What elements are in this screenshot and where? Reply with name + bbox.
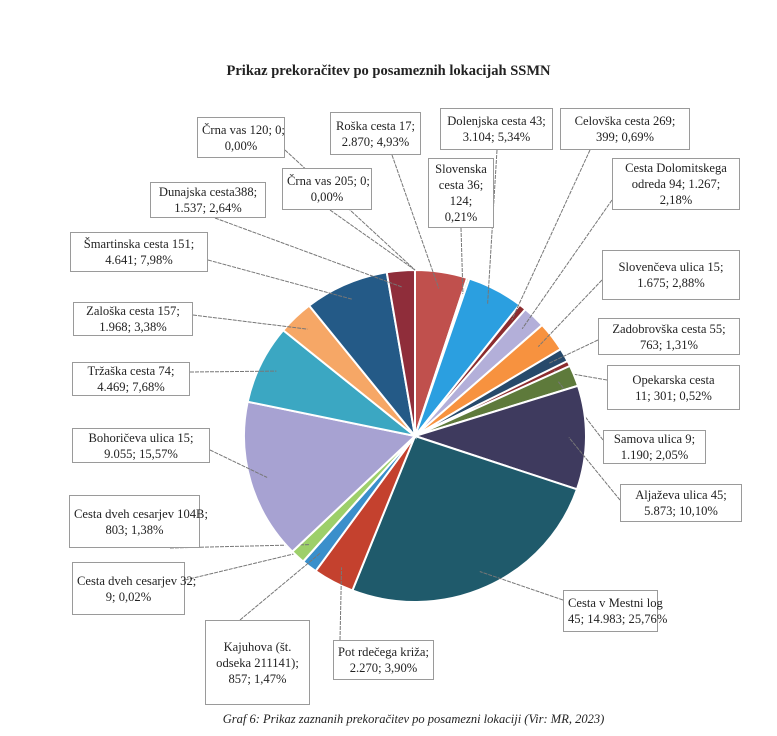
data-label-line: 5.873; 10,10% xyxy=(644,504,718,518)
leader-line xyxy=(549,339,599,364)
data-label-line: 1.675; 2,88% xyxy=(637,276,705,290)
data-label-line: 45; 14.983; 25,76% xyxy=(568,612,668,626)
data-label-line: 399; 0,69% xyxy=(595,130,655,144)
data-label-line: Celovška cesta 269; xyxy=(574,114,676,128)
leader-line xyxy=(284,149,416,271)
leader-line xyxy=(207,259,353,300)
data-label-line: 0,00% xyxy=(224,138,258,153)
leader-line xyxy=(568,437,621,501)
figure-caption: Graf 6: Prikaz zaznanih prekoračitev po … xyxy=(222,712,605,726)
data-label: Zaloška cesta 157; 1.968; 3,38% xyxy=(73,302,193,336)
data-label: Zadobrovška cesta 55; 763; 1,31% xyxy=(598,318,740,355)
data-label-line: 9; 0,02% xyxy=(105,589,152,604)
leader-line xyxy=(339,567,343,641)
data-label-line: Dunajska cesta388; xyxy=(158,185,258,199)
data-label-line: odreda 94; 1.267; xyxy=(631,177,721,191)
leader-line xyxy=(239,553,321,621)
data-label: Cesta dveh cesarjev 104B; 803; 1,38% xyxy=(69,495,208,548)
pie-slice xyxy=(243,400,418,553)
data-label: Tržaška cesta 74; 4.469; 7,68% xyxy=(72,362,190,396)
data-label-line: Cesta v Mestni log xyxy=(568,596,663,610)
data-label-line: Slovenska xyxy=(435,162,487,176)
leader-line xyxy=(521,199,613,330)
data-label: Celovška cesta 269; 399; 0,69% xyxy=(560,108,690,150)
data-label-line: 1.968; 3,38% xyxy=(99,320,167,334)
data-label: Opekarska cesta 11; 301; 0,52% xyxy=(607,365,740,410)
data-label-line: 11; 301; 0,52% xyxy=(635,388,712,403)
data-label-line: Slovenčeva ulica 15; xyxy=(618,260,724,274)
data-label-line: Dolenjska cesta 43; xyxy=(447,114,546,128)
data-label-line: Aljaževa ulica 45; xyxy=(635,488,727,502)
data-label: Kajuhova (št. odseka 211141); 857; 1,47% xyxy=(205,620,310,705)
leader-line xyxy=(391,154,440,289)
data-label-line: Kajuhova (št. xyxy=(223,639,292,654)
data-label-line: 3.104; 5,34% xyxy=(462,130,531,144)
data-label: Cesta dveh cesarjev 32; 9; 0,02% xyxy=(72,562,197,615)
data-label: Samova ulica 9; 1.190; 2,05% xyxy=(603,430,706,464)
leader-line xyxy=(479,571,564,601)
leader-line xyxy=(189,370,277,373)
pie-slice xyxy=(351,434,579,603)
data-label: Šmartinska cesta 151; 4.641; 7,98% xyxy=(70,232,208,272)
leader-line xyxy=(214,217,403,288)
data-label-line: Šmartinska cesta 151; xyxy=(83,237,195,251)
data-label: Cesta Dolomitskega odreda 94; 1.267; 2,18% xyxy=(612,158,740,210)
leader-line xyxy=(184,548,315,581)
data-label-line: 2.870; 4,93% xyxy=(341,134,410,149)
data-label: Roška cesta 17; 2.870; 4,93% xyxy=(330,112,421,155)
data-label-line: 4.469; 7,68% xyxy=(97,380,165,394)
data-label-line: Opekarska cesta xyxy=(632,372,715,387)
data-label-line: Cesta dveh cesarjev 32; xyxy=(77,573,197,588)
leader-line xyxy=(329,209,416,271)
data-label-line: Zadobrovška cesta 55; xyxy=(612,321,726,336)
data-label-line: Bohoričeva ulica 15; xyxy=(88,430,194,445)
data-label-line: Črna vas 120; 0; xyxy=(202,122,285,137)
data-label: Pot rdečega križa; 2.270; 3,90% xyxy=(333,640,434,680)
data-label-line: 2.270; 3,90% xyxy=(349,661,418,675)
leader-line xyxy=(537,279,603,347)
data-label-line: 2,18% xyxy=(659,193,693,207)
data-label-line: Roška cesta 17; xyxy=(335,118,416,133)
data-label-line: Samova ulica 9; xyxy=(613,432,696,446)
data-label-line: 0,00% xyxy=(310,190,344,204)
data-label: Črna vas 205; 0; 0,00% xyxy=(282,168,372,210)
pie-slice xyxy=(411,384,587,491)
data-label: Bohoričeva ulica 15; 9.055; 15,57% xyxy=(72,428,210,463)
leader-line xyxy=(460,227,464,295)
data-label-line: odseka 211141); xyxy=(216,655,299,670)
data-label: Dunajska cesta388; 1.537; 2,64% xyxy=(150,182,266,218)
data-label-line: 857; 1,47% xyxy=(228,671,287,686)
data-label: Črna vas 120; 0; 0,00% xyxy=(197,117,285,158)
data-label-line: 803; 1,38% xyxy=(105,522,164,537)
data-label-line: cesta 36; xyxy=(438,178,484,192)
data-label: Slovenčeva ulica 15; 1.675; 2,88% xyxy=(602,250,740,300)
data-label-line: 1.537; 2,64% xyxy=(174,201,242,215)
data-label-line: 0,21% xyxy=(444,210,478,224)
data-label-line: 763; 1,31% xyxy=(639,337,699,352)
data-label-line: Tržaška cesta 74; xyxy=(87,364,175,378)
leader-line xyxy=(209,449,268,478)
data-label-line: Pot rdečega križa; xyxy=(338,645,429,659)
data-label: Slovenska cesta 36; 124; 0,21% xyxy=(428,158,494,228)
leader-line xyxy=(192,314,308,330)
chart-title: Prikaz prekoračitev po posameznih lokaci… xyxy=(226,63,551,79)
leader-line xyxy=(511,149,591,321)
data-label: Aljaževa ulica 45; 5.873; 10,10% xyxy=(620,484,742,522)
data-label-line: Cesta Dolomitskega xyxy=(625,161,727,175)
data-label: Cesta v Mestni log 45; 14.983; 25,76% xyxy=(563,590,668,632)
data-label-line: 9.055; 15,57% xyxy=(104,446,178,461)
data-label: Dolenjska cesta 43; 3.104; 5,34% xyxy=(440,108,553,150)
data-label-line: Zaloška cesta 157; xyxy=(86,304,180,318)
data-label-line: Cesta dveh cesarjev 104B; xyxy=(74,506,208,521)
data-label-line: Črna vas 205; 0; xyxy=(287,174,370,188)
data-label-line: 124; xyxy=(449,194,473,208)
data-label-line: 1.190; 2,05% xyxy=(620,448,689,462)
data-label-line: 4.641; 7,98% xyxy=(105,253,173,267)
